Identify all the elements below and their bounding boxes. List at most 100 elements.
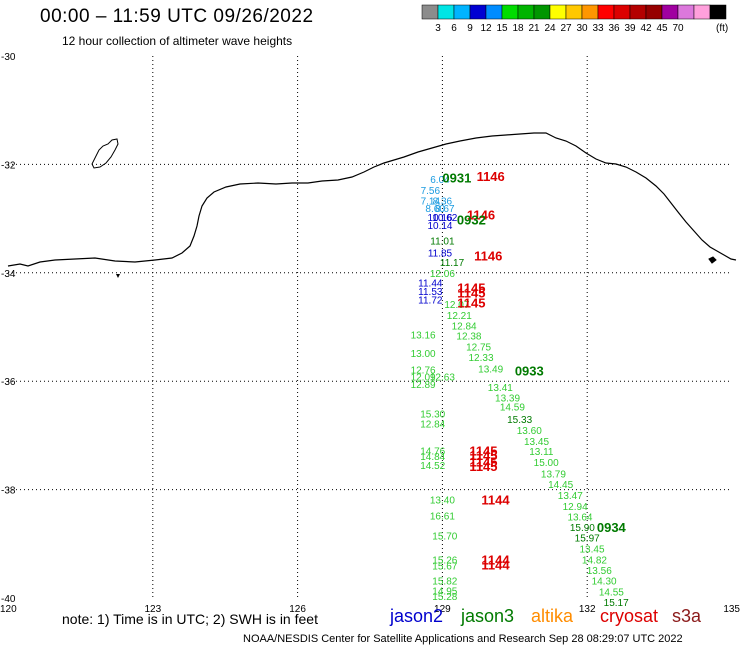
wave-height-value: 15.30	[420, 410, 445, 421]
lon-tick-label: 123	[144, 604, 161, 615]
pass-time-label: 0932	[457, 213, 486, 228]
wave-height-value: 14.30	[592, 577, 617, 588]
pass-time-label: 0931	[442, 170, 471, 185]
wave-height-value: 13.11	[529, 447, 554, 458]
wave-height-value: 12.76	[411, 365, 436, 376]
wave-height-value: 12.07	[444, 300, 469, 311]
lon-tick-label: 135	[723, 604, 740, 615]
lon-tick-label: 126	[289, 604, 306, 615]
wave-height-value: 14.59	[500, 403, 525, 414]
wave-height-value: 13.41	[488, 383, 513, 394]
color-scale-label: 45	[656, 23, 668, 34]
wave-height-value: 8.36	[433, 197, 453, 208]
legend-jason2: jason2	[390, 606, 444, 626]
wave-height-value: 15.28	[432, 592, 457, 603]
color-scale-label: 36	[608, 23, 620, 34]
pass-time-label: 1145	[469, 459, 497, 474]
color-scale-label: 18	[512, 23, 524, 34]
wave-height-value: 15.82	[432, 577, 457, 588]
wave-height-value: 13.47	[558, 491, 583, 502]
wave-height-value: 12.38	[456, 332, 481, 343]
wave-height-value: 11.85	[428, 249, 453, 260]
wave-height-value: 13.45	[524, 437, 549, 448]
wave-height-value: 12.63	[430, 372, 455, 383]
coastline	[7, 132, 737, 267]
wave-height-value: 13.45	[580, 545, 605, 556]
pass-time-label: 1144	[481, 557, 510, 572]
lat-tick-label: -36	[1, 377, 16, 388]
pass-time-label: 1145	[469, 454, 497, 469]
wave-height-value: 10.14	[427, 221, 452, 232]
map-title: 00:00 – 11:59 UTC 09/26/2022	[40, 6, 314, 27]
wave-height-value: 12.09	[411, 372, 436, 383]
wave-height-value: 10.16	[427, 213, 452, 224]
wave-height-value: 11.01	[430, 236, 455, 247]
color-scale-label: 70	[672, 23, 684, 34]
wave-height-value: 14.76	[420, 447, 445, 458]
color-scale-bar: 3 6 9 12 15 18 21 24 27 30 33 36 39 42 45 70 (ft)	[421, 4, 728, 34]
color-scale-label: 6	[451, 23, 457, 34]
color-scale-label: 9	[467, 23, 473, 34]
legend-altika: altika	[531, 606, 574, 626]
lat-tick-label: -32	[1, 160, 16, 171]
color-scale-label: 27	[560, 23, 572, 34]
island-dot	[116, 274, 120, 278]
legend-jason3: jason3	[461, 606, 515, 626]
pass-time-label: 1145	[457, 285, 485, 300]
color-scale-label: 21	[528, 23, 540, 34]
wave-height-value: 13.16	[411, 331, 436, 342]
wave-height-value: 11.44	[418, 279, 443, 290]
pass-time-label: 1146	[477, 169, 505, 184]
wave-height-value: 14.84	[420, 452, 445, 463]
color-scale-label: 15	[496, 23, 508, 34]
wave-height-value: 14.52	[420, 461, 445, 472]
pass-times: 0931 114611460932114611451145114509331145…	[442, 169, 626, 573]
wave-height-value: 13.40	[430, 495, 455, 506]
wave-height-value: 15.26	[432, 556, 457, 567]
wave-height-value: 16.61	[430, 512, 455, 523]
legend-cryosat: cryosat	[600, 606, 659, 626]
lat-tick-label: -38	[1, 486, 16, 497]
wave-height-value: 12.84	[452, 321, 477, 332]
wave-height-value: 12.75	[466, 343, 491, 354]
wave-height-value: 13.49	[478, 365, 503, 376]
wave-height-value: 12.89	[411, 380, 436, 391]
wave-height-value: 15.90	[570, 523, 595, 534]
pass-time-label: 1145	[469, 444, 497, 459]
wave-height-value: 8.60	[425, 204, 445, 215]
wave-height-value: 15.17	[604, 598, 629, 609]
wave-height-value: 12.06	[430, 269, 455, 280]
wave-height-value: 10.62	[432, 213, 457, 224]
lat-tick-label: -34	[1, 269, 16, 280]
pass-time-label: 1145	[457, 280, 485, 295]
wave-height-value: 11.72	[418, 295, 443, 306]
island-kangaroo	[91, 138, 119, 169]
lon-tick-label: 132	[579, 604, 596, 615]
wave-height-value: 14.55	[599, 587, 624, 598]
wave-height-value: 13.39	[495, 393, 520, 404]
color-scale-unit: (ft)	[716, 23, 728, 34]
pass-time-label: 1145	[469, 448, 497, 463]
color-scale-label: 24	[544, 23, 556, 34]
wave-height-value: 6.04	[430, 175, 450, 186]
wave-height-value: 11.17	[440, 258, 465, 269]
pass-time-label: 1144	[481, 492, 510, 507]
wave-height-value: 12.21	[447, 311, 472, 322]
wave-height-value: 12.33	[468, 353, 493, 364]
wave-height-value: 14.45	[548, 480, 573, 491]
map-subtitle: 12 hour collection of altimeter wave hei…	[62, 34, 293, 48]
color-scale-label: 42	[640, 23, 652, 34]
pass-time-label: 0934	[597, 520, 627, 535]
axis-labels: 120 123 126 129 132 135 -30 -32 -34 -36 -38 -40	[0, 52, 740, 615]
color-scale-label: 12	[480, 23, 492, 34]
pass-time-label: 1144	[481, 553, 510, 568]
pass-time-label: 1145	[457, 296, 485, 311]
wave-height-value: 11.53	[418, 287, 443, 298]
wave-height-value: 14.82	[582, 556, 607, 567]
wave-height-value: 13.56	[587, 566, 612, 577]
color-swatch	[709, 4, 727, 20]
lat-tick-label: -30	[1, 52, 16, 63]
wave-height-value: 15.97	[575, 533, 600, 544]
